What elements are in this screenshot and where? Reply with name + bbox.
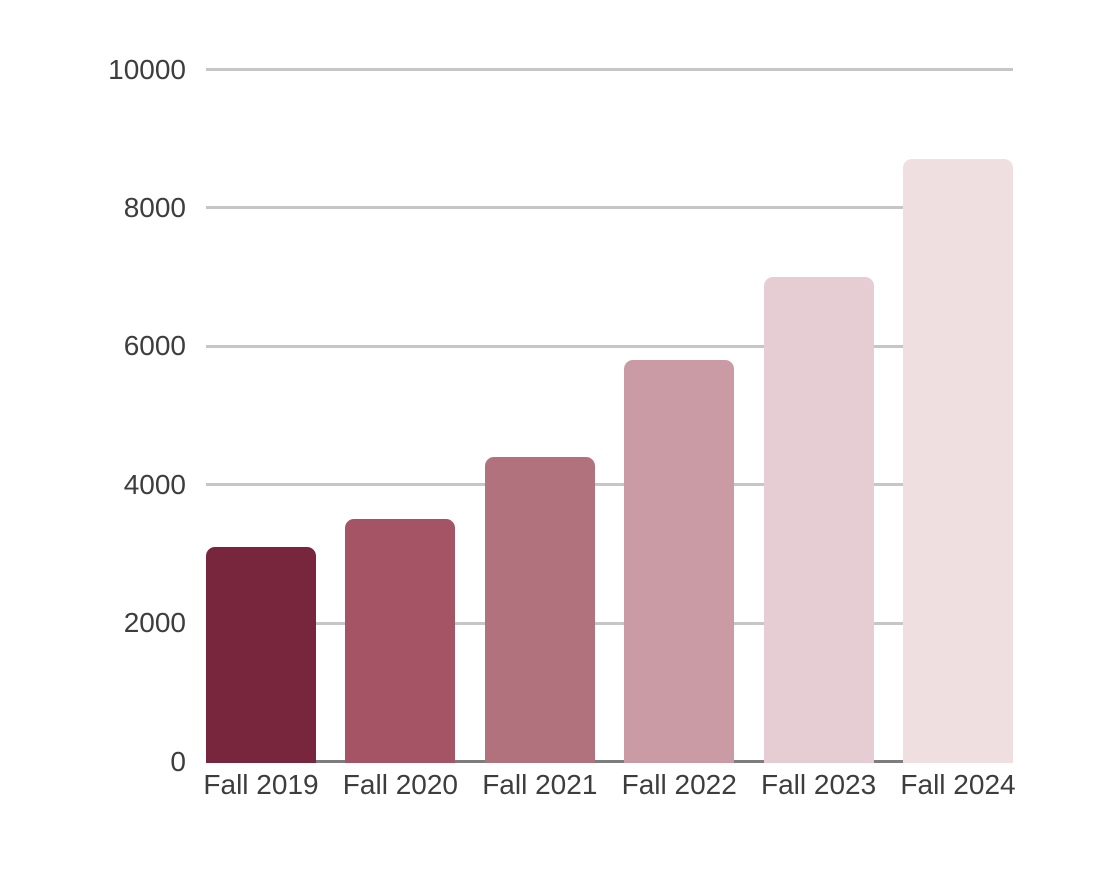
gridline (206, 344, 1013, 348)
bar-fall-2019 (206, 546, 316, 763)
bar-fall-2023 (763, 277, 874, 763)
y-axis-tick-label: 4000 (123, 468, 186, 500)
bar-fall-2020 (345, 519, 456, 763)
y-axis-tick-label: 10000 (108, 53, 186, 85)
x-axis-category-label: Fall 2019 (203, 769, 319, 800)
x-axis-category-label: Fall 2021 (482, 769, 598, 800)
x-axis-category-label: Fall 2020 (342, 769, 458, 800)
bar-fall-2021 (484, 457, 595, 763)
y-axis-tick-label: 2000 (123, 607, 186, 639)
gridline (206, 483, 1013, 487)
bar-fall-2022 (624, 360, 735, 763)
bar-fall-2024 (903, 159, 1013, 763)
gridline (206, 621, 1013, 625)
gridline (206, 206, 1013, 210)
y-axis-tick-label: 0 (170, 745, 186, 777)
y-axis-tick-label: 8000 (123, 191, 186, 223)
gridline (206, 68, 1013, 71)
x-axis-baseline (206, 760, 1013, 763)
x-axis-category-label: Fall 2023 (761, 769, 877, 800)
x-axis-category-label: Fall 2022 (621, 769, 737, 800)
y-axis-tick-label: 6000 (123, 330, 186, 362)
x-axis-category-label: Fall 2024 (900, 769, 1016, 800)
